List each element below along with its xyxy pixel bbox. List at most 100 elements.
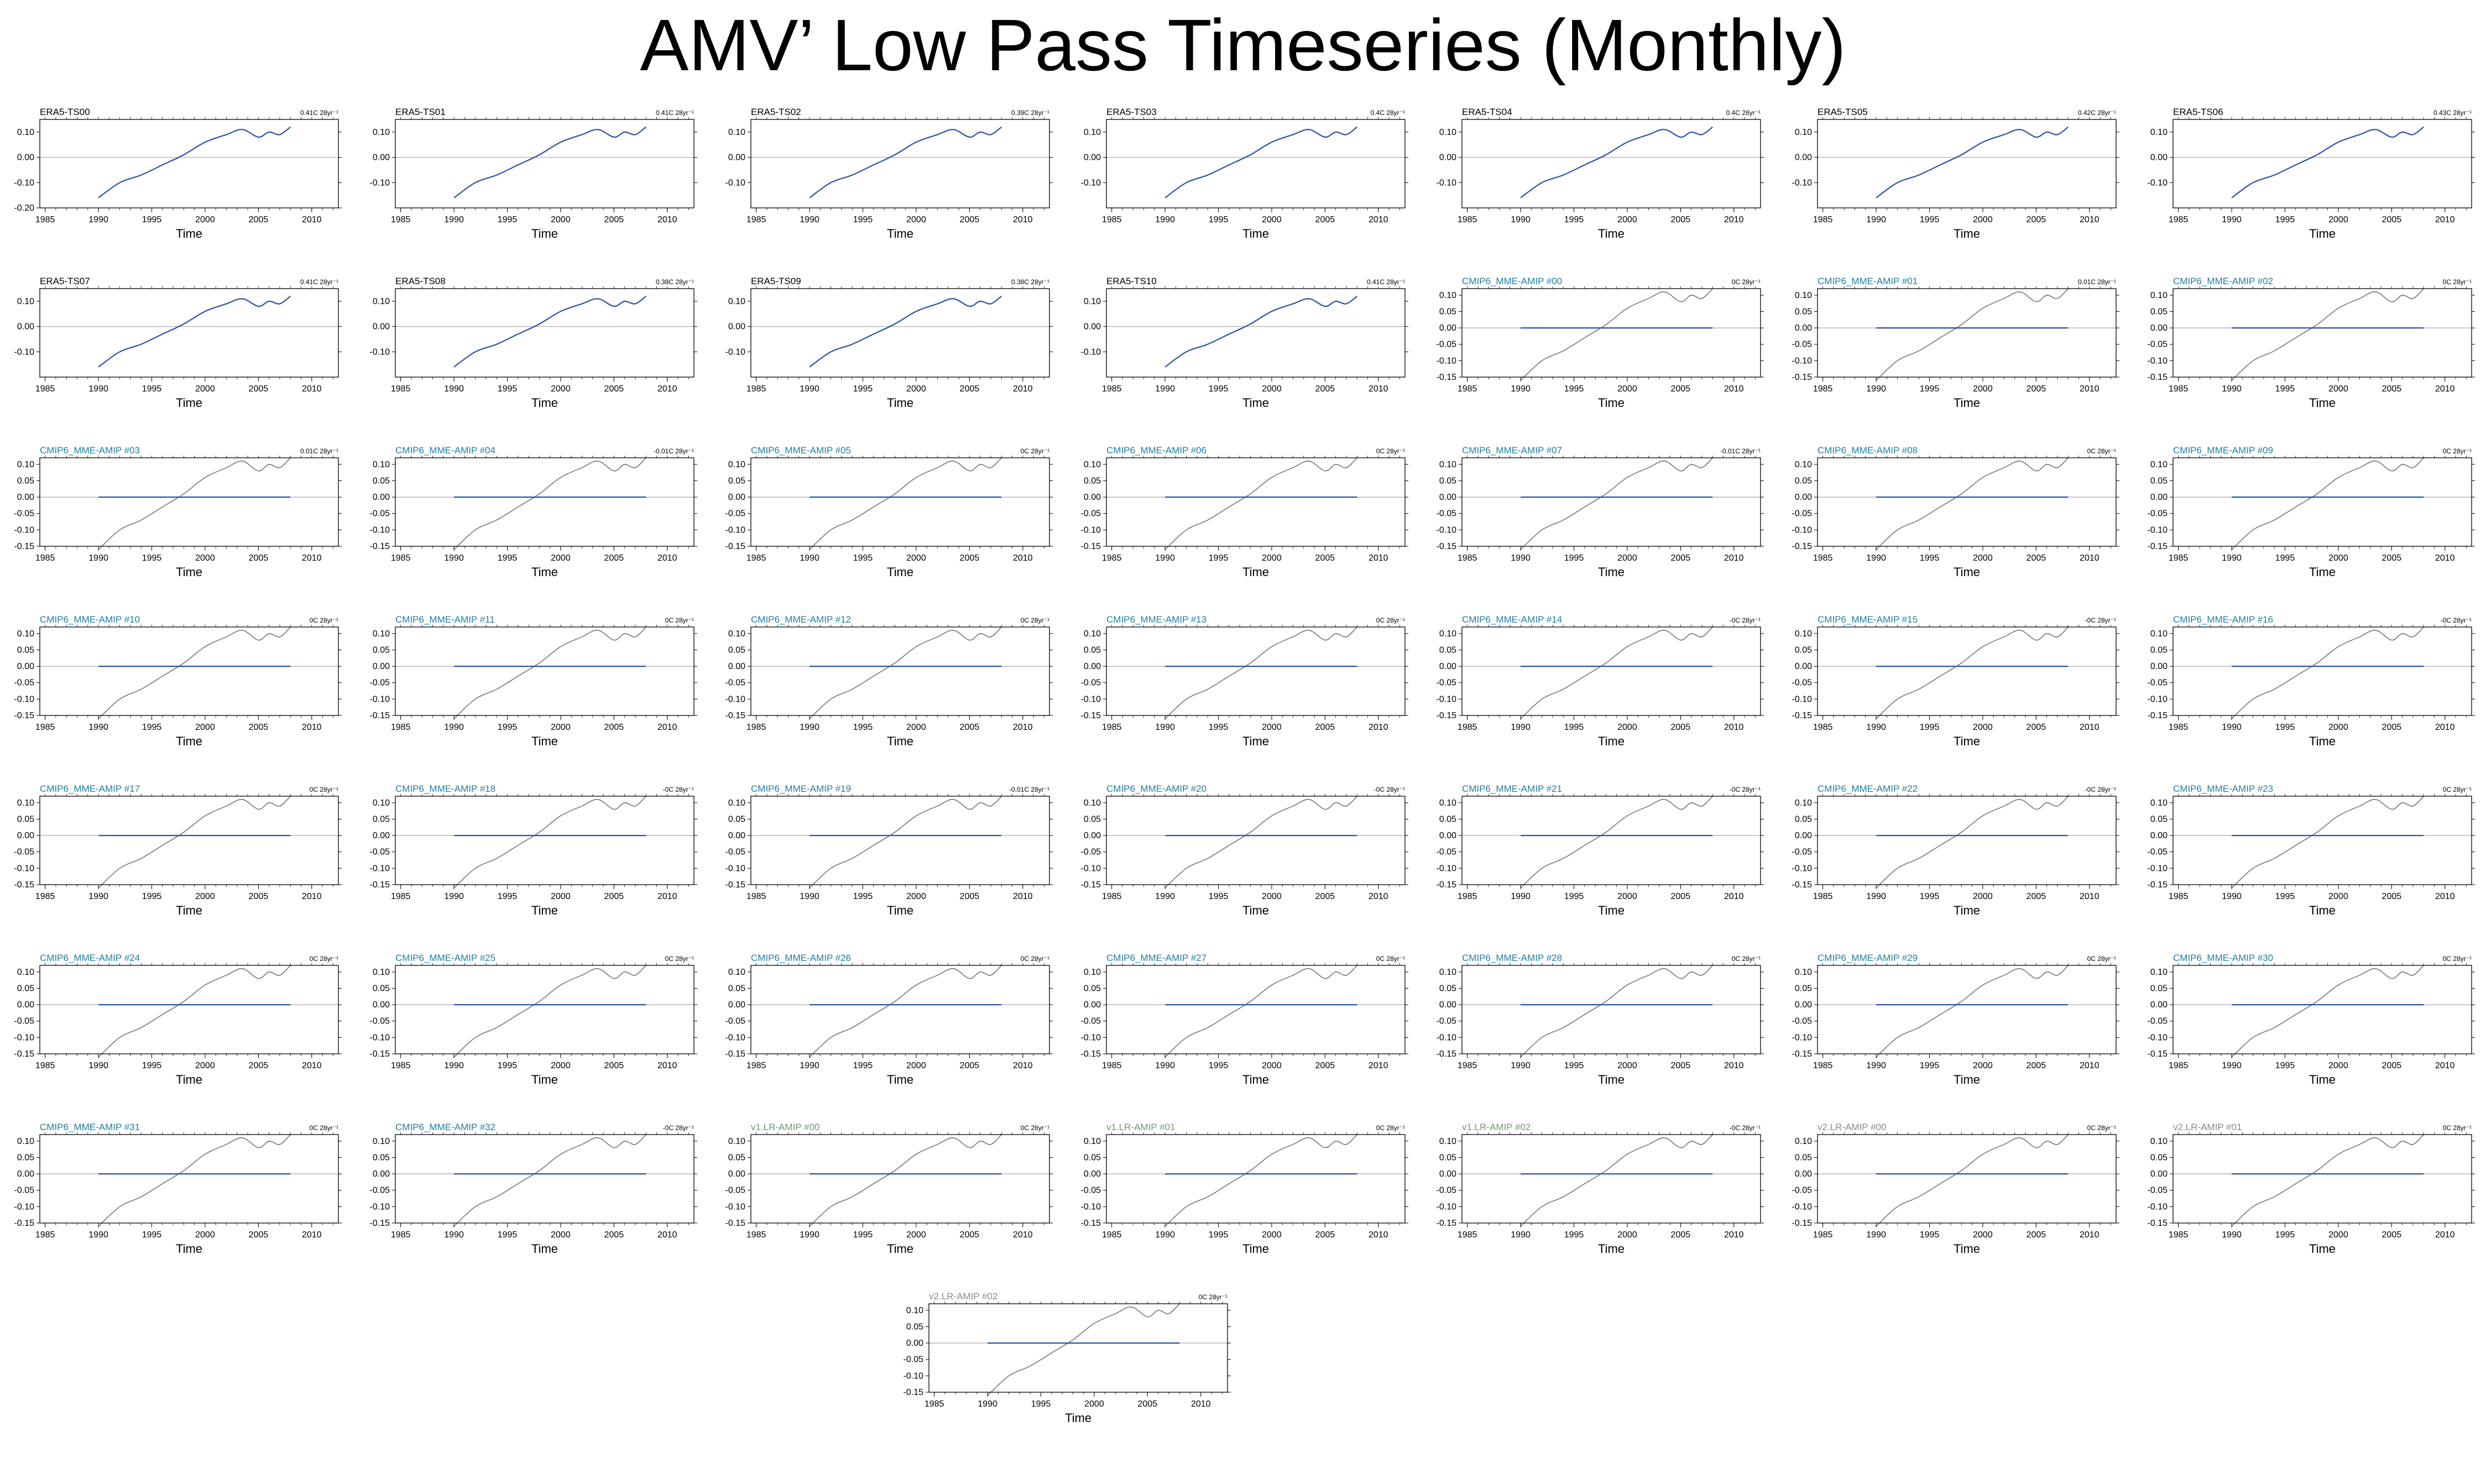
- x-axis-title: Time: [887, 734, 913, 748]
- y-tick-label: 0.05: [728, 984, 745, 993]
- x-tick-label: 1995: [142, 215, 162, 224]
- plot-frame: [2172, 965, 2472, 1054]
- x-tick-label: 2010: [2435, 553, 2455, 563]
- x-tick-label: 1995: [2275, 215, 2295, 224]
- x-tick-label: 2005: [604, 1230, 624, 1240]
- y-tick-label: -0.10: [1437, 1033, 1457, 1042]
- trend-label: 0.38C 28yr⁻¹: [656, 278, 694, 286]
- y-tick-label: -0.15: [370, 1219, 390, 1228]
- y-tick-label: -0.15: [2148, 373, 2168, 382]
- y-tick-label: 0.10: [1795, 1137, 1812, 1146]
- x-tick-label: 2005: [604, 1061, 624, 1070]
- plot-frame: [1106, 288, 1406, 378]
- y-tick-label: -0.15: [1437, 880, 1457, 890]
- plot-frame: [750, 1134, 1050, 1224]
- y-tick-label: 0.00: [17, 1169, 34, 1179]
- y-tick-label: -0.10: [725, 694, 746, 704]
- x-tick-label: 2005: [2382, 1230, 2402, 1240]
- trend-label: 0.42C 28yr⁻¹: [2078, 109, 2116, 117]
- reference-series-line: [453, 796, 646, 889]
- x-tick-label: 1985: [746, 1061, 766, 1070]
- reference-series-line: [1164, 457, 1357, 550]
- y-tick-label: 0.10: [17, 460, 34, 469]
- x-tick-label: 2010: [1369, 1230, 1388, 1240]
- x-tick-label: 2005: [2027, 384, 2046, 394]
- x-axis-title: Time: [1954, 565, 1980, 579]
- y-tick-label: 0.05: [2150, 814, 2168, 824]
- y-tick-label: 0.00: [728, 831, 745, 840]
- y-tick-label: -0.10: [1792, 864, 1813, 873]
- y-tick-label: 0.00: [2150, 831, 2168, 840]
- x-tick-label: 2005: [2027, 553, 2046, 563]
- y-tick-label: -0.10: [370, 864, 390, 873]
- y-tick-label: -0.10: [1081, 1202, 1101, 1211]
- reference-series-line: [453, 1134, 646, 1227]
- x-tick-label: 1995: [1920, 553, 1940, 563]
- x-tick-label: 2005: [249, 215, 269, 224]
- x-tick-label: 1995: [1209, 384, 1229, 394]
- trend-label: 0C 28yr⁻¹: [310, 786, 338, 793]
- y-tick-label: 0.05: [1084, 984, 1101, 993]
- y-tick-label: -0.05: [2148, 509, 2168, 519]
- x-tick-label: 1990: [1155, 892, 1175, 901]
- y-tick-label: 0.10: [1439, 629, 1456, 639]
- y-tick-label: 0.00: [1439, 1169, 1456, 1179]
- panel-label: CMIP6_MME-AMIP #28: [1462, 953, 1562, 963]
- reference-series-line: [98, 626, 291, 719]
- ensemble-series-line: [1876, 126, 2069, 198]
- x-tick-label: 1995: [1920, 723, 1940, 732]
- y-tick-label: 0.10: [906, 1306, 923, 1315]
- y-tick-label: 0.10: [2150, 460, 2168, 469]
- y-tick-label: 0.05: [1439, 645, 1456, 655]
- y-tick-label: -0.05: [1081, 1017, 1101, 1026]
- x-tick-label: 1990: [2222, 1230, 2242, 1240]
- reference-series-line: [98, 457, 291, 550]
- y-tick-label: -0.05: [2148, 848, 2168, 857]
- plot-frame: [1106, 796, 1406, 885]
- y-tick-label: 0.10: [373, 629, 390, 639]
- x-axis-title: Time: [2309, 565, 2336, 579]
- x-tick-label: 2000: [551, 892, 571, 901]
- x-tick-label: 1995: [1920, 892, 1940, 901]
- trend-label: 0C 28yr⁻¹: [2443, 786, 2472, 793]
- panel-label: CMIP6_MME-AMIP #26: [751, 953, 851, 963]
- panel-28: CMIP6_MME-AMIP #17 0C 28yr⁻¹ 0.10 0.05 0.00 -…: [14, 783, 342, 917]
- y-tick-label: -0.10: [1081, 347, 1101, 357]
- trend-label: 0C 28yr⁻¹: [1732, 955, 1761, 963]
- y-tick-label: -0.15: [1081, 880, 1101, 890]
- y-tick-label: 0.00: [1439, 1000, 1456, 1010]
- panel-24: CMIP6_MME-AMIP #13 0C 28yr⁻¹ 0.10 0.05 0.00 -…: [1081, 614, 1408, 748]
- y-tick-label: -0.05: [14, 678, 35, 688]
- x-tick-label: 2005: [960, 384, 980, 394]
- x-tick-label: 1990: [88, 384, 108, 394]
- y-tick-label: -0.05: [1081, 509, 1101, 519]
- ensemble-series-line: [98, 295, 291, 368]
- x-tick-label: 1995: [1209, 1061, 1229, 1070]
- x-tick-label: 1985: [2169, 553, 2189, 563]
- x-tick-label: 1995: [1209, 215, 1229, 224]
- x-tick-label: 1990: [800, 723, 819, 732]
- x-tick-label: 2000: [2328, 553, 2348, 563]
- x-tick-label: 1990: [2222, 215, 2242, 224]
- y-tick-label: -0.10: [370, 1033, 390, 1042]
- x-tick-label: 2010: [302, 1230, 322, 1240]
- reference-series-line: [2231, 626, 2424, 719]
- y-tick-label: -0.10: [725, 525, 746, 535]
- x-tick-label: 1995: [1564, 723, 1584, 732]
- x-tick-label: 2010: [2435, 215, 2455, 224]
- panel-45: v1.LR-AMIP #01 0C 28yr⁻¹ 0.10 0.05 0.00 -0.05…: [1081, 1122, 1408, 1256]
- x-tick-label: 2010: [1724, 215, 1744, 224]
- plot-frame: [1817, 457, 2117, 547]
- y-tick-label: 0.10: [728, 629, 745, 639]
- x-axis-title: Time: [887, 565, 913, 579]
- y-tick-label: 0.00: [373, 153, 390, 163]
- y-tick-label: 0.00: [17, 493, 34, 502]
- plot-frame: [1461, 119, 1761, 208]
- trend-label: 0.01C 28yr⁻¹: [300, 447, 338, 455]
- x-tick-label: 2000: [551, 553, 571, 563]
- x-axis-title: Time: [887, 903, 913, 917]
- panel-35: CMIP6_MME-AMIP #24 0C 28yr⁻¹ 0.10 0.05 0.00 -…: [14, 953, 342, 1086]
- x-tick-label: 1990: [444, 723, 464, 732]
- x-tick-label: 1995: [142, 1230, 162, 1240]
- plot-frame: [395, 796, 694, 885]
